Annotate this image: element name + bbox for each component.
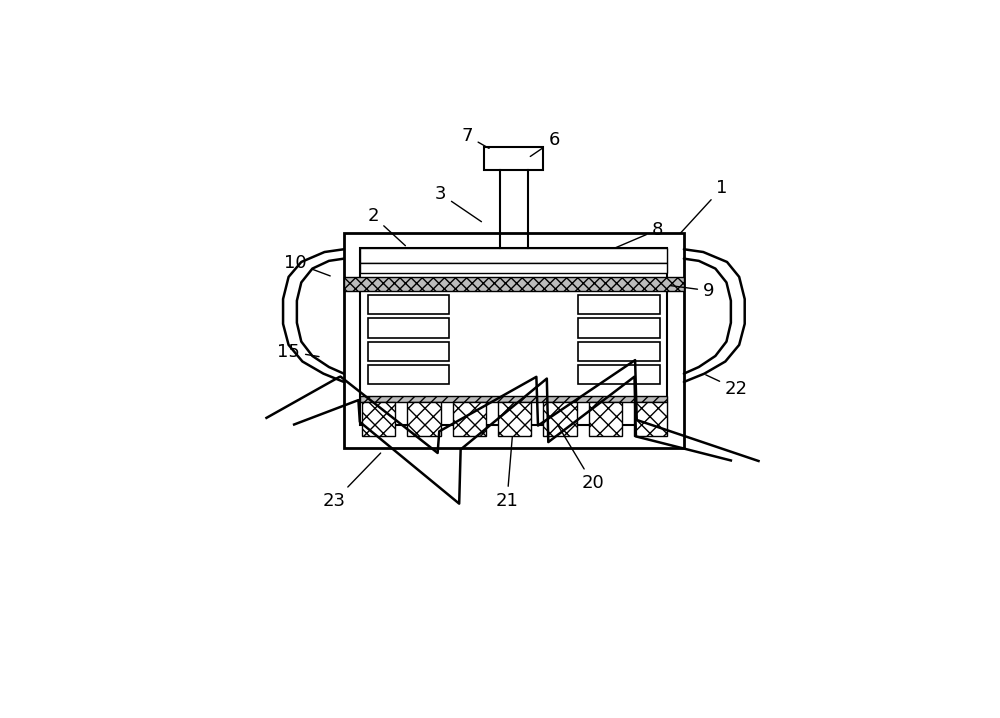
Bar (578, 342, 660, 361)
Text: 23: 23 (323, 453, 381, 510)
Text: 3: 3 (435, 185, 481, 222)
Text: 8: 8 (615, 221, 663, 248)
Bar (589, 402, 622, 436)
Bar (543, 402, 577, 436)
Bar (407, 402, 441, 436)
Bar (360, 263, 667, 273)
Text: 7: 7 (461, 127, 489, 149)
Bar (453, 402, 486, 436)
Bar (360, 248, 667, 424)
Bar (360, 396, 667, 402)
Text: 15: 15 (277, 342, 319, 360)
Text: 1: 1 (680, 180, 727, 233)
Bar (362, 402, 395, 436)
Bar (360, 248, 667, 263)
Text: 22: 22 (706, 375, 748, 398)
Text: 9: 9 (670, 281, 715, 299)
Bar (578, 318, 660, 337)
Text: 21: 21 (496, 437, 518, 510)
Bar (368, 318, 449, 337)
Bar (344, 233, 684, 448)
Bar (368, 342, 449, 361)
Text: 6: 6 (530, 131, 560, 157)
Text: 2: 2 (367, 207, 405, 246)
Bar (498, 402, 531, 436)
Bar (368, 295, 449, 314)
Bar (368, 365, 449, 384)
Bar (578, 295, 660, 314)
Text: 20: 20 (558, 426, 604, 492)
Bar (578, 365, 660, 384)
Bar (484, 147, 543, 170)
Bar (344, 277, 684, 291)
Text: 10: 10 (284, 254, 330, 276)
Bar (634, 402, 667, 436)
